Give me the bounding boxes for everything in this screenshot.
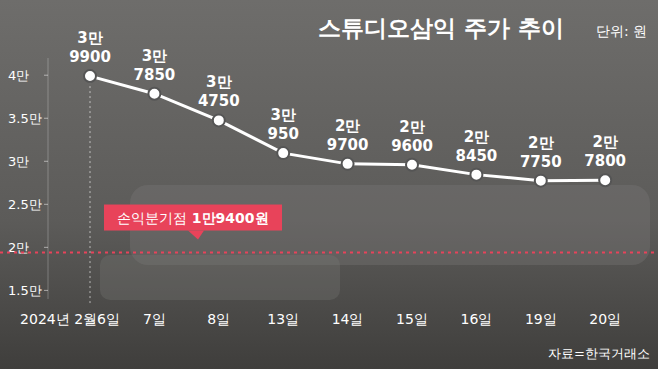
breakeven-label: 손익분기점 1만9400원 (117, 210, 268, 226)
data-label: 3만4750 (198, 73, 240, 110)
y-tick (44, 75, 48, 76)
x-tick-label: 20일 (589, 311, 621, 327)
y-tick-label: 2만 (8, 240, 29, 255)
data-label-line: 9900 (69, 48, 111, 66)
data-label-line: 2만 (464, 128, 489, 146)
decor-ottoman (100, 255, 340, 300)
title: 스튜디오삼익 주가 추이 (318, 15, 564, 41)
x-tick-label: 13일 (267, 311, 299, 327)
breakeven-callout: 손익분기점 1만9400원 (104, 205, 282, 240)
data-label-line: 7750 (520, 153, 562, 171)
data-label-line: 9600 (391, 137, 433, 155)
price-point (406, 159, 418, 171)
price-point (213, 114, 225, 126)
data-label: 2만9700 (327, 117, 369, 154)
data-label-line: 7850 (134, 66, 176, 84)
data-label-line: 950 (268, 125, 299, 143)
source: 자료=한국거래소 (548, 346, 650, 361)
label-part: 손익분기점 (117, 210, 191, 226)
background (0, 0, 658, 369)
x-tick-label: 19일 (525, 311, 557, 327)
data-label-line: 3만 (77, 29, 102, 47)
y-tick-label: 4만 (8, 68, 29, 83)
x-tick-label: 7일 (143, 311, 166, 327)
data-label-line: 3만 (206, 73, 231, 91)
price-point (84, 70, 96, 82)
data-label: 3만7850 (134, 47, 176, 84)
guide-line (90, 76, 91, 305)
y-tick (44, 118, 48, 119)
price-line (90, 76, 605, 181)
x-tick-label: 14일 (332, 311, 364, 327)
data-label-line: 7800 (584, 152, 626, 170)
price-point (277, 147, 289, 159)
data-label-line: 4750 (198, 92, 240, 110)
data-label: 2만7750 (520, 134, 562, 171)
data-label: 2만7800 (584, 133, 626, 170)
breakeven-line (0, 252, 658, 254)
data-label-line: 3만 (142, 47, 167, 65)
y-tick-label: 3.5만 (8, 111, 42, 126)
y-tick-label: 3만 (8, 154, 29, 169)
y-tick (44, 247, 48, 248)
data-label-line: 2만 (592, 133, 617, 151)
y-axis-line (48, 58, 49, 299)
data-label: 3만9900 (69, 29, 111, 66)
data-label-line: 8450 (456, 147, 498, 165)
chart-root: 1.5만2만2.5만3만3.5만4만손익분기점 1만9400원3만99003만7… (0, 0, 658, 369)
price-point (148, 88, 160, 100)
y-tick (44, 290, 48, 291)
x-tick-label: 16일 (460, 311, 492, 327)
x-tick-label: 8일 (207, 311, 230, 327)
x-tick-label: 2024년 2월6일 (20, 311, 120, 327)
data-label: 2만9600 (391, 118, 433, 155)
y-tick (44, 161, 48, 162)
y-tick-label: 1.5만 (8, 283, 42, 298)
label-part: 1만9400원 (192, 210, 269, 226)
y-tick (44, 204, 48, 205)
price-point (470, 169, 482, 181)
data-label: 2만8450 (456, 128, 498, 165)
price-point (599, 174, 611, 186)
price-point (342, 158, 354, 170)
data-label: 3만950 (268, 106, 299, 143)
callout-pointer (188, 231, 204, 240)
data-label-line: 2만 (335, 117, 360, 135)
x-tick-label: 15일 (396, 311, 428, 327)
callout-box (104, 205, 282, 231)
price-point (535, 175, 547, 187)
subtitle: 단위: 원 (596, 23, 647, 39)
decor-sofa (130, 185, 650, 265)
y-tick-label: 2.5만 (8, 197, 42, 212)
data-label-line: 9700 (327, 136, 369, 154)
data-label-line: 3만 (270, 106, 295, 124)
data-label-line: 2만 (399, 118, 424, 136)
plot-area (84, 70, 611, 187)
data-label-line: 2만 (528, 134, 553, 152)
